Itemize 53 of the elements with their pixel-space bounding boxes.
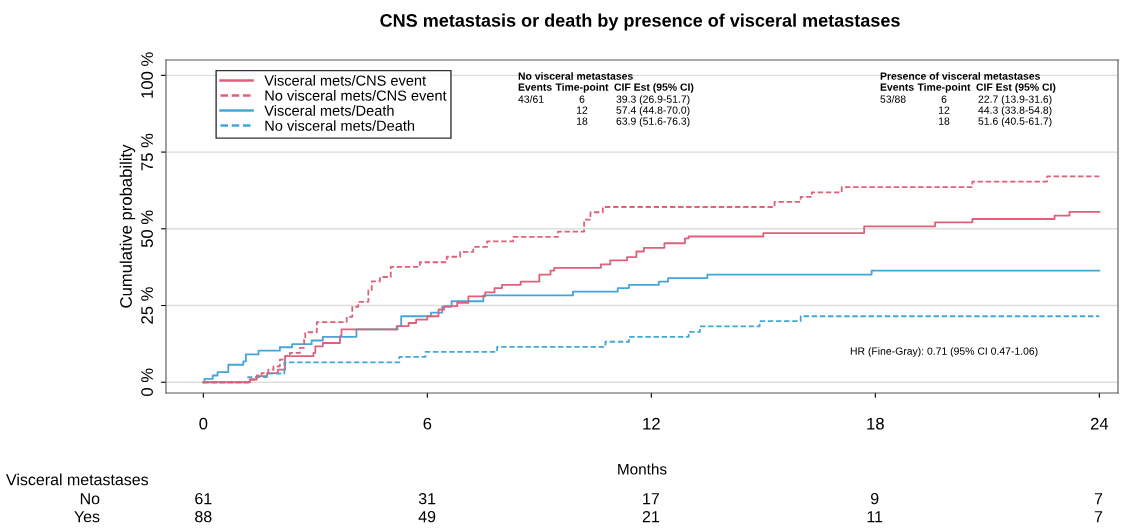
- x-axis-title: Months: [618, 463, 667, 475]
- annotation: 43/61: [518, 95, 544, 103]
- legend-label: Visceral mets/Death: [264, 105, 394, 116]
- legend-label: Visceral mets/CNS event: [264, 75, 426, 86]
- annotation: 6: [941, 95, 947, 103]
- x-tick-label: 12: [643, 417, 660, 430]
- annotation: Presence of visceral metastases: [880, 72, 1040, 80]
- annotation: No visceral metastases: [518, 72, 633, 80]
- annotation: Time-point: [555, 83, 609, 93]
- text: 7: [1094, 511, 1103, 523]
- annotation: 22.7 (13.9-31.6): [978, 95, 1052, 105]
- text: 7: [1094, 493, 1103, 505]
- annotation: 12: [577, 106, 588, 114]
- y-tick-label: 50 %: [141, 210, 153, 248]
- annotation: CIF Est (95% CI): [976, 83, 1056, 93]
- text: No: [80, 493, 100, 505]
- annotation: 18: [577, 117, 588, 125]
- annotation: 51.6 (40.5-61.7): [978, 117, 1052, 127]
- annotation: HR (Fine-Gray): 0.71 (95% CI 0.47-1.06): [850, 347, 1038, 357]
- annotation: 57.4 (44.8-70.0): [616, 106, 690, 116]
- legend-label: No visceral mets/Death: [265, 120, 415, 131]
- x-tick-label: 0: [199, 417, 208, 430]
- chart-title: CNS metastasis or death by presence of visceral metastases: [380, 13, 900, 31]
- y-axis-title: Cumulative probability: [119, 144, 136, 308]
- x-tick-label: 18: [867, 417, 884, 430]
- text: 11: [867, 511, 883, 523]
- text: Yes: [74, 511, 100, 523]
- y-tick-label: 0 %: [141, 368, 153, 396]
- text: 9: [871, 492, 879, 505]
- annotation: 39.3 (26.9-51.7): [616, 95, 690, 105]
- text: 31: [418, 492, 436, 505]
- annotation: 53/88: [880, 95, 906, 103]
- text: Visceral metastases: [6, 473, 149, 486]
- annotation: Events: [880, 83, 914, 91]
- y-tick-label: 25 %: [141, 287, 153, 324]
- text: 61: [195, 492, 212, 505]
- annotation: 44.3 (33.8-54.8): [978, 106, 1052, 116]
- annotation: Time-point: [917, 83, 971, 93]
- annotation: 12: [939, 106, 950, 114]
- text: 21: [642, 510, 659, 523]
- y-tick-label: 100 %: [141, 52, 153, 98]
- legend-label: No visceral mets/CNS event: [265, 90, 447, 101]
- annotation: 63.9 (51.6-76.3): [616, 117, 690, 127]
- annotation: 6: [579, 95, 585, 103]
- annotation: 18: [939, 117, 950, 125]
- text: 17: [643, 493, 659, 505]
- text: 88: [195, 510, 212, 523]
- y-tick-label: 75 %: [141, 133, 153, 171]
- annotation: CIF Est (95% CI): [614, 83, 694, 93]
- x-tick-label: 6: [423, 417, 432, 430]
- text: 49: [418, 510, 436, 523]
- annotation: Events: [518, 83, 552, 91]
- x-tick-label: 24: [1090, 417, 1109, 430]
